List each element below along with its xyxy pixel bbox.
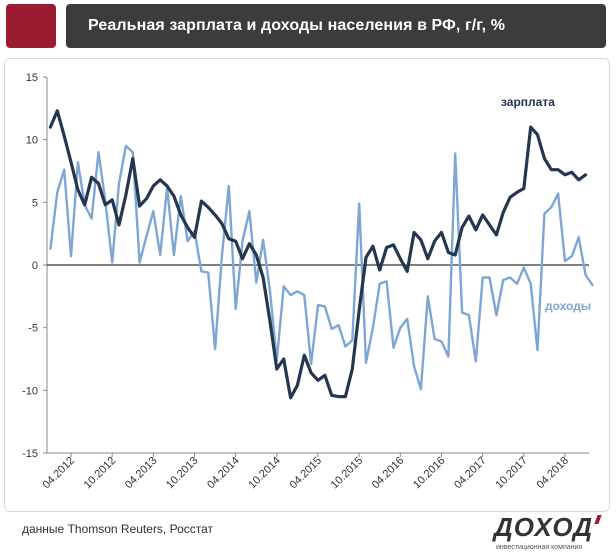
series-income-line (49, 144, 594, 391)
x-tick-label: 04.2017 (452, 455, 489, 492)
series-label-salary: зарплата (501, 95, 555, 109)
x-tick-label: 10.2014 (246, 455, 283, 492)
y-tick-label: -10 (22, 385, 38, 397)
x-tick-label: 04.2015 (288, 455, 325, 492)
logo-accent-mark (594, 515, 602, 524)
y-tick-label: -15 (22, 448, 38, 460)
y-tick-label: -5 (28, 323, 38, 335)
series-labels: зарплата доходы (501, 95, 591, 313)
series-label-income: доходы (545, 299, 591, 313)
x-tick-label: 04.2012 (41, 455, 78, 492)
title-bar: Реальная зарплата и доходы населения в Р… (66, 4, 606, 48)
x-tick-label: 04.2014 (205, 455, 242, 492)
logo-subtitle: инвестиционная компания (496, 544, 583, 551)
chart-area: -15 -10 -5 0 5 10 15 04.2012 10.2012 04.2013 10.20… (4, 58, 610, 512)
x-tick-label: 10.2015 (329, 455, 366, 492)
series-lines (48, 109, 594, 400)
source-note: данные Thomson Reuters, Росстат (22, 522, 214, 536)
x-tick-label: 04.2013 (123, 455, 160, 492)
x-tick-label: 10.2012 (82, 455, 119, 492)
x-tick-label: 10.2017 (493, 455, 530, 492)
x-tick-label: 04.2016 (370, 455, 407, 492)
y-tick-label: 10 (26, 135, 38, 147)
x-tick-label: 04.2018 (535, 455, 572, 492)
series-salary-line (48, 109, 588, 400)
x-tick-label: 10.2016 (411, 455, 448, 492)
chart-title: Реальная зарплата и доходы населения в Р… (88, 17, 506, 34)
y-tick-label: 5 (32, 197, 38, 209)
logo-wordmark: ДОХОД (494, 512, 594, 542)
brand-square (6, 4, 56, 48)
x-tick-label: 10.2013 (164, 455, 201, 492)
y-tick-label: 0 (32, 260, 38, 272)
company-logo: ДОХОД инвестиционная компания (494, 512, 606, 556)
y-tick-label: 15 (26, 72, 38, 84)
